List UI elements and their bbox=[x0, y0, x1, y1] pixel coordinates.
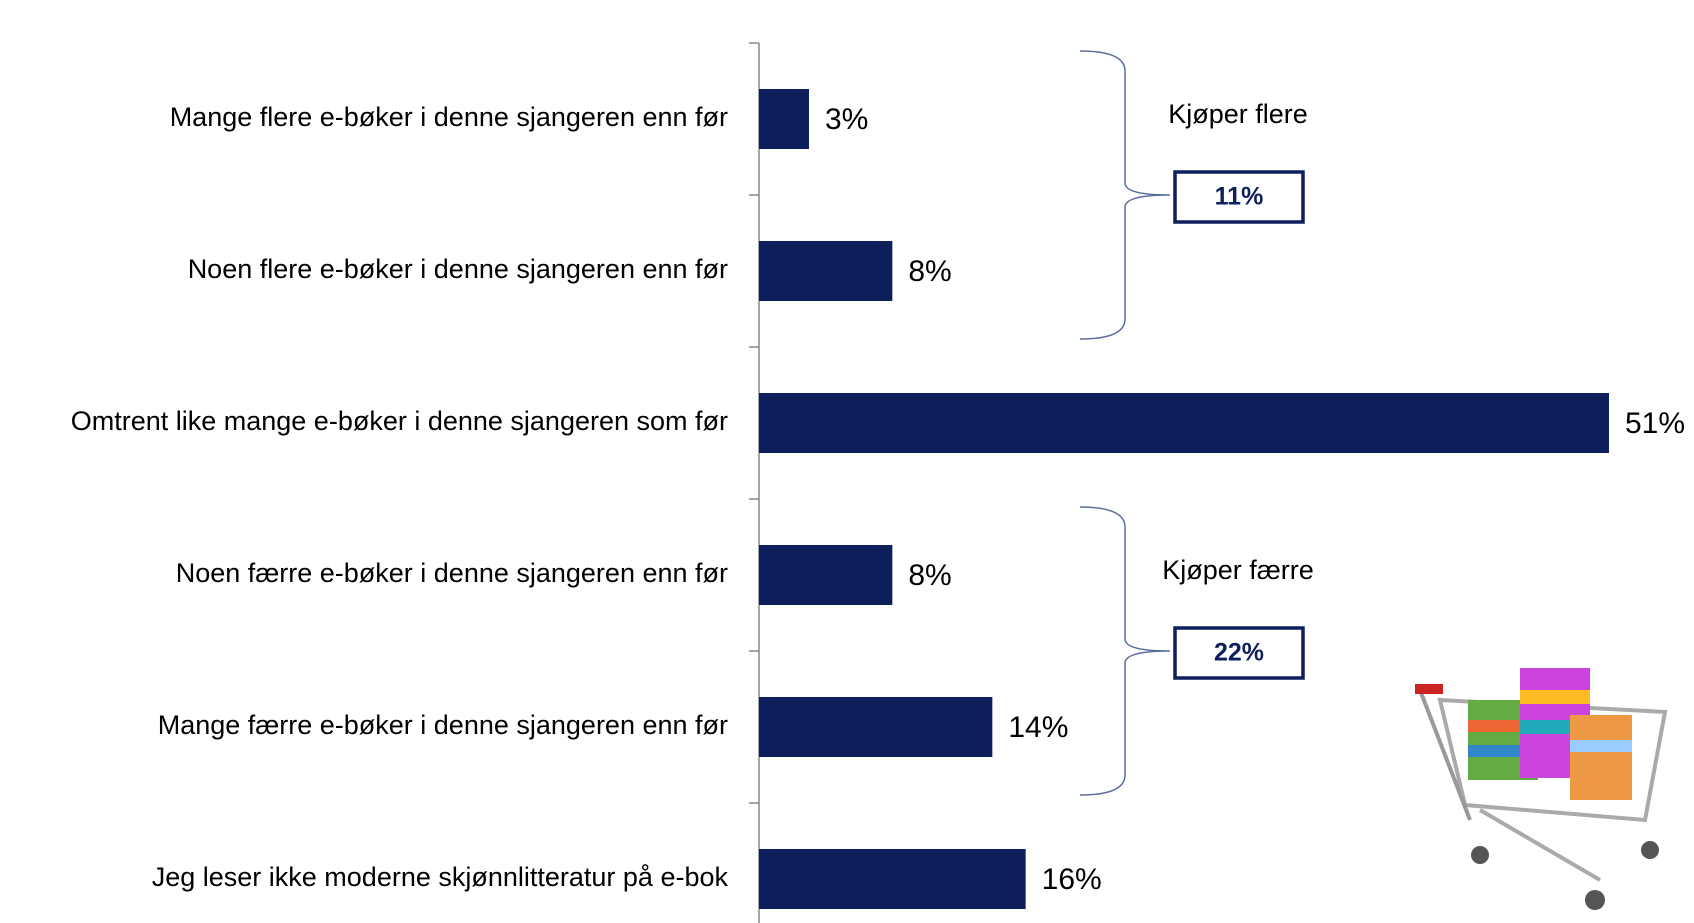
bar bbox=[759, 697, 993, 757]
annotation-total: 11% bbox=[1215, 183, 1264, 211]
category-label: Noen flere e-bøker i denne sjangeren enn… bbox=[188, 254, 728, 284]
category-label: Omtrent like mange e-bøker i denne sjang… bbox=[71, 406, 728, 436]
category-label: Noen færre e-bøker i denne sjangeren enn… bbox=[176, 558, 728, 588]
annotation-box bbox=[1173, 626, 1305, 680]
value-label: 14% bbox=[1008, 711, 1068, 744]
value-label: 3% bbox=[825, 103, 868, 136]
bar bbox=[759, 393, 1609, 453]
annotation-label: Kjøper færre bbox=[1162, 555, 1314, 585]
value-label: 8% bbox=[908, 559, 951, 592]
bracket bbox=[1079, 50, 1171, 340]
value-label: 16% bbox=[1042, 863, 1102, 896]
bar bbox=[759, 89, 809, 149]
annotation-total: 22% bbox=[1214, 639, 1264, 667]
category-label: Jeg leser ikke moderne skjønnlitteratur … bbox=[152, 862, 729, 892]
bracket bbox=[1079, 506, 1171, 796]
bar bbox=[759, 849, 1026, 909]
annotation-label: Kjøper flere bbox=[1168, 99, 1308, 129]
value-label: 8% bbox=[908, 255, 951, 288]
annotation-box bbox=[1173, 170, 1305, 224]
category-label: Mange flere e-bøker i denne sjangeren en… bbox=[170, 102, 728, 132]
bar bbox=[759, 545, 893, 605]
category-label: Mange færre e-bøker i denne sjangeren en… bbox=[158, 710, 728, 740]
bar bbox=[759, 241, 893, 301]
value-label: 51% bbox=[1625, 407, 1685, 440]
cart-illustration bbox=[1415, 668, 1668, 910]
